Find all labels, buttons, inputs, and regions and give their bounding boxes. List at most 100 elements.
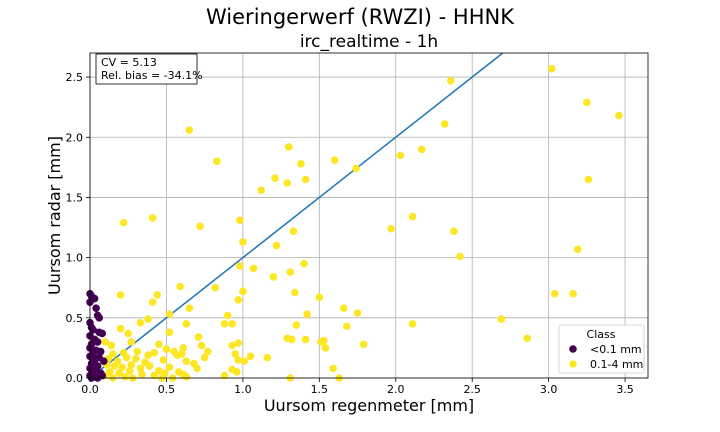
y-tick-label: 2.0 [66, 131, 84, 144]
y-tick-label: 1.0 [66, 252, 84, 265]
point-lt-0.1mm [89, 326, 97, 334]
point-0.1-4mm [133, 347, 142, 356]
point-0.1-4mm [193, 364, 201, 373]
point-0.1-4mm [185, 304, 194, 312]
x-tick-label: 2.0 [387, 383, 405, 396]
point-0.1-4mm [165, 328, 174, 337]
point-0.1-4mm [165, 363, 174, 371]
point-0.1-4mm [200, 353, 209, 362]
point-lt-0.1mm [93, 338, 102, 346]
point-0.1-4mm [148, 214, 157, 222]
point-0.1-4mm [116, 291, 125, 299]
point-0.1-4mm [573, 245, 582, 254]
y-axis-ticks: 0.0 0.5 1.0 1.5 2.0 2.5 [66, 71, 90, 385]
point-0.1-4mm [315, 293, 324, 302]
x-axis-label: Uursom regenmeter [mm] [264, 396, 474, 415]
point-0.1-4mm [150, 348, 159, 357]
x-tick-label: 3.0 [540, 383, 558, 396]
y-tick-label: 2.5 [66, 71, 84, 84]
legend-frame [558, 324, 645, 374]
point-0.1-4mm [303, 310, 311, 319]
point-0.1-4mm [497, 315, 506, 323]
point-0.1-4mm [107, 341, 116, 350]
point-0.1-4mm [343, 322, 351, 331]
point-0.1-4mm [182, 357, 191, 365]
point-0.1-4mm [122, 353, 131, 362]
legend-marker-high [569, 360, 577, 368]
point-0.1-4mm [213, 157, 221, 166]
x-tick-label: 1.5 [311, 383, 329, 396]
point-0.1-4mm [269, 273, 278, 281]
chart-title: irc_realtime - 1h [300, 32, 438, 52]
point-0.1-4mm [203, 347, 212, 356]
point-0.1-4mm [110, 362, 119, 370]
y-tick-label: 0.5 [66, 312, 84, 325]
point-0.1-4mm [136, 318, 145, 327]
point-0.1-4mm [234, 356, 243, 364]
point-0.1-4mm [289, 227, 298, 235]
point-0.1-4mm [239, 287, 247, 296]
point-0.1-4mm [162, 345, 171, 353]
point-0.1-4mm [286, 268, 295, 276]
point-0.1-4mm [456, 252, 464, 261]
point-0.1-4mm [176, 282, 184, 291]
x-tick-label: 2.5 [463, 383, 481, 396]
point-0.1-4mm [231, 350, 240, 358]
point-0.1-4mm [179, 344, 188, 352]
point-0.1-4mm [239, 238, 247, 246]
y-tick-label: 1.5 [66, 191, 84, 204]
point-0.1-4mm [116, 324, 125, 333]
point-0.1-4mm [177, 350, 186, 358]
point-lt-0.1mm [92, 304, 100, 312]
point-0.1-4mm [154, 366, 163, 375]
point-0.1-4mm [118, 363, 126, 371]
point-0.1-4mm [550, 289, 559, 298]
point-0.1-4mm [196, 222, 204, 231]
x-axis-ticks: 0.0 0.5 1.0 1.5 2.0 2.5 3.0 3.5 [81, 378, 634, 396]
plot-frame [89, 52, 649, 379]
point-0.1-4mm [232, 368, 241, 376]
data-points [86, 64, 623, 382]
point-0.1-4mm [352, 164, 360, 173]
point-0.1-4mm [249, 264, 258, 273]
point-0.1-4mm [353, 309, 362, 317]
point-lt-0.1mm [95, 314, 103, 322]
point-0.1-4mm [440, 120, 449, 128]
point-0.1-4mm [220, 371, 229, 380]
point-0.1-4mm [124, 329, 133, 338]
point-0.1-4mm [359, 340, 368, 349]
point-0.1-4mm [272, 241, 281, 250]
point-0.1-4mm [417, 145, 426, 154]
reference-line [89, 52, 504, 379]
point-0.1-4mm [154, 340, 163, 349]
point-0.1-4mm [109, 350, 117, 358]
point-0.1-4mm [287, 335, 296, 344]
point-0.1-4mm [159, 356, 168, 364]
reference-line-group [89, 52, 504, 379]
point-0.1-4mm [321, 344, 330, 352]
point-0.1-4mm [144, 351, 152, 359]
point-0.1-4mm [583, 98, 591, 107]
point-0.1-4mm [339, 304, 348, 312]
point-0.1-4mm [150, 371, 159, 380]
point-0.1-4mm [284, 143, 293, 151]
point-0.1-4mm [228, 341, 236, 350]
point-0.1-4mm [291, 288, 299, 297]
point-0.1-4mm [240, 357, 249, 365]
point-0.1-4mm [220, 320, 229, 328]
y-tick-label: 0.0 [66, 372, 84, 385]
point-0.1-4mm [125, 366, 134, 375]
point-0.1-4mm [121, 372, 129, 381]
x-tick-label: 1.0 [234, 383, 252, 396]
point-lt-0.1mm [96, 347, 105, 356]
point-0.1-4mm [396, 151, 405, 160]
legend-marker-low [569, 345, 577, 353]
point-0.1-4mm [194, 333, 203, 341]
point-0.1-4mm [271, 174, 279, 182]
point-0.1-4mm [127, 338, 136, 346]
point-0.1-4mm [615, 111, 623, 120]
point-0.1-4mm [569, 289, 577, 298]
y-axis-label: Uursom radar [mm] [45, 136, 64, 295]
stats-box: CV = 5.13 Rel. bias = -34.1% [95, 53, 203, 85]
x-tick-label: 0.0 [81, 383, 99, 396]
